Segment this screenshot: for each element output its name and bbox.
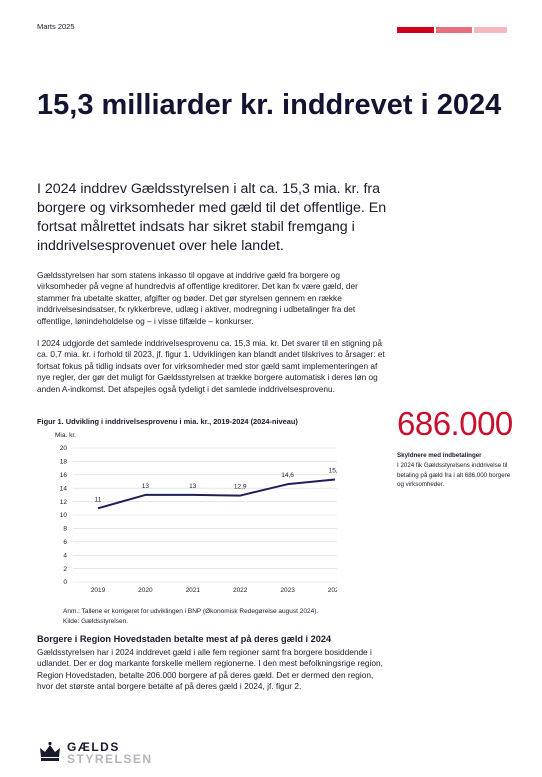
chart-data-label: 13 [189, 483, 197, 490]
chart-x-tick-label: 2019 [91, 587, 106, 594]
chart-series [97, 478, 336, 510]
chart-x-ticks: 2019 2020 2021 2022 2023 2024 [91, 587, 337, 594]
accent-bar-mid [436, 27, 472, 33]
chart-x-tick-label: 2023 [280, 587, 295, 594]
chart-y-tick-label: 2 [63, 566, 67, 573]
highlight-text: I 2024 fik Gældsstyrelsens inddrivelse t… [397, 462, 511, 489]
chart-data-label: 12,9 [234, 484, 247, 491]
figure-note-annotation: Anm.: Tallene er korrigeret for udviklin… [63, 608, 319, 615]
chart-data-label: 13 [142, 483, 150, 490]
chart-y-tick-label: 6 [63, 539, 67, 546]
lead-paragraph: I 2024 inddrev Gældsstyrelsen i alt ca. … [37, 181, 387, 254]
page-title: 15,3 milliarder kr. inddrevet i 2024 [37, 89, 502, 121]
chart-y-tick-label: 16 [60, 472, 68, 479]
chart-data-label: 11 [95, 496, 102, 503]
chart-data-labels: 11 13 13 12,9 14,6 15,3 [95, 467, 337, 503]
chart-x-tick-label: 2021 [186, 587, 201, 594]
figure-note-source: Kilde: Gældsstyrelsen. [63, 618, 129, 625]
highlight-number: 686.000 [397, 405, 513, 442]
highlight-label: Skyldnere med indbetalinger [397, 452, 482, 459]
body-paragraph-1: Gældsstyrelsen har som statens inkasso t… [37, 270, 358, 326]
section-heading: Borgere i Region Hovedstaden betalte mes… [37, 634, 332, 644]
crown-icon [40, 741, 60, 761]
chart-x-tick-label: 2020 [138, 587, 153, 594]
chart-y-tick-label: 4 [63, 552, 67, 559]
chart-y-tick-label: 20 [60, 445, 68, 452]
body-paragraph-2: I 2024 udgjorde det samlede inddrivelses… [37, 338, 385, 394]
chart-y-tick-label: 8 [63, 526, 67, 533]
accent-bar-light [474, 27, 507, 33]
chart-x-tick-label: 2022 [233, 587, 248, 594]
chart-y-tick-label: 18 [60, 459, 68, 466]
chart-x-tick-label: 2024 [328, 587, 337, 594]
chart-y-tick-label: 0 [63, 579, 67, 586]
figure-note: Anm.: Tallene er korrigeret for udviklin… [63, 607, 318, 627]
chart-data-label: 15,3 [329, 467, 337, 474]
chart-series-line [97, 478, 336, 510]
chart-y-tick-label: 10 [60, 512, 68, 519]
chart-y-ticks: 0 2 4 6 8 10 12 14 16 18 20 [60, 445, 68, 586]
publication-date: Marts 2025 [37, 22, 75, 31]
chart-grid [73, 447, 337, 583]
chart-data-label: 14,6 [281, 472, 294, 479]
agency-logo: GÆLDS STYRELSEN [37, 740, 197, 770]
figure-caption: Figur 1. Udvikling i inddrivelsesprovenu… [37, 417, 298, 426]
accent-bar-dark [397, 27, 434, 33]
chart-y-tick-label: 12 [60, 499, 68, 506]
chart-y-axis-label: Mia. kr. [55, 432, 76, 439]
logo-text-top: GÆLDS [67, 740, 120, 754]
chart-y-tick-label: 14 [60, 485, 68, 492]
body-paragraph-3: Gældsstyrelsen har i 2024 inddrevet gæld… [37, 647, 383, 692]
logo-text-bottom: STYRELSEN [67, 752, 153, 766]
